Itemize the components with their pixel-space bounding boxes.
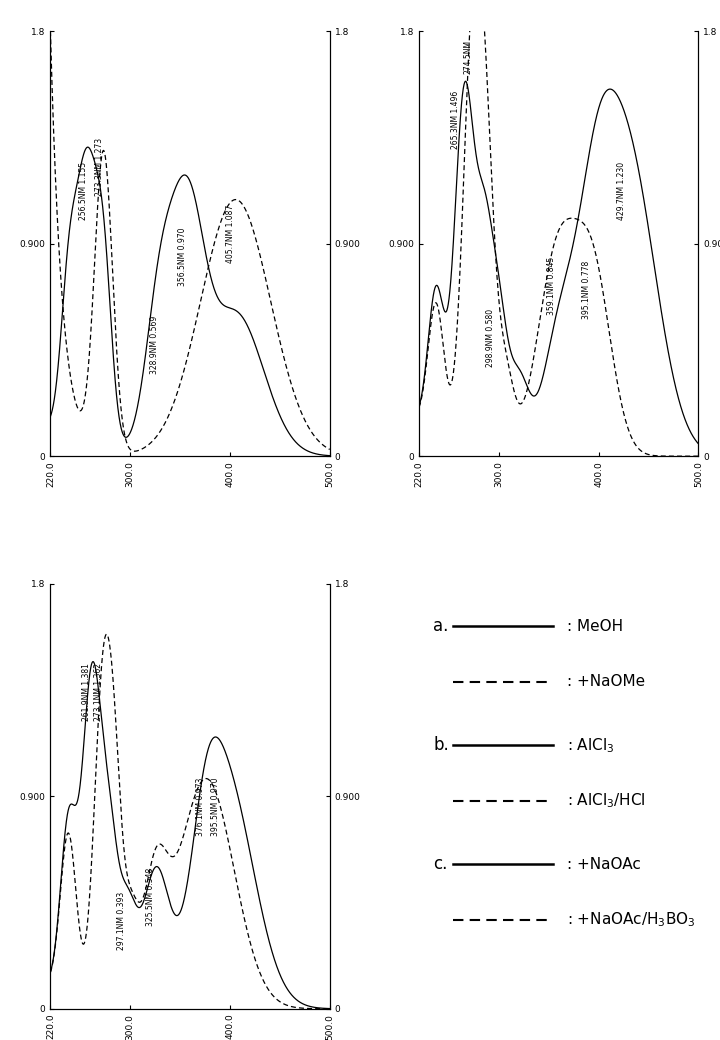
Text: : +NaOAc/H$_3$BO$_3$: : +NaOAc/H$_3$BO$_3$ <box>567 910 696 929</box>
Text: 273.1NM 1.362: 273.1NM 1.362 <box>94 662 103 721</box>
Text: 256.5NM 1.155: 256.5NM 1.155 <box>78 162 88 220</box>
Text: : +NaOMe: : +NaOMe <box>567 674 645 690</box>
Text: 265.3NM 1.496: 265.3NM 1.496 <box>451 92 461 150</box>
Text: 274.5NM: 274.5NM <box>464 40 472 74</box>
Text: b.: b. <box>433 736 449 754</box>
Text: : AlCl$_3$: : AlCl$_3$ <box>567 736 615 755</box>
Text: 325.5NM 0.548: 325.5NM 0.548 <box>145 868 155 927</box>
Text: : AlCl$_3$/HCl: : AlCl$_3$/HCl <box>567 791 646 810</box>
Text: 261.9NM 1.381: 261.9NM 1.381 <box>82 662 91 721</box>
Text: 298.9NM 0.580: 298.9NM 0.580 <box>487 309 495 366</box>
Text: 328.9NM 0.569: 328.9NM 0.569 <box>150 315 158 373</box>
Text: 405.7NM 1.087: 405.7NM 1.087 <box>227 205 235 263</box>
Text: : MeOH: : MeOH <box>567 619 624 633</box>
Text: : +NaOAc: : +NaOAc <box>567 857 641 872</box>
Text: c.: c. <box>433 855 447 874</box>
Text: 273.3NM 1.273: 273.3NM 1.273 <box>95 138 104 197</box>
Text: 395.1NM 0.778: 395.1NM 0.778 <box>582 261 591 319</box>
Text: 297.1NM 0.393: 297.1NM 0.393 <box>117 891 126 950</box>
Text: 395.5NM 0.970: 395.5NM 0.970 <box>212 778 220 836</box>
Text: 429.7NM 1.230: 429.7NM 1.230 <box>617 162 626 220</box>
Text: 359.1NM 0.845: 359.1NM 0.845 <box>547 256 557 314</box>
Text: 356.5NM 0.970: 356.5NM 0.970 <box>178 228 186 286</box>
Text: a.: a. <box>433 618 449 635</box>
Text: 376.1NM 0.973: 376.1NM 0.973 <box>196 778 204 836</box>
